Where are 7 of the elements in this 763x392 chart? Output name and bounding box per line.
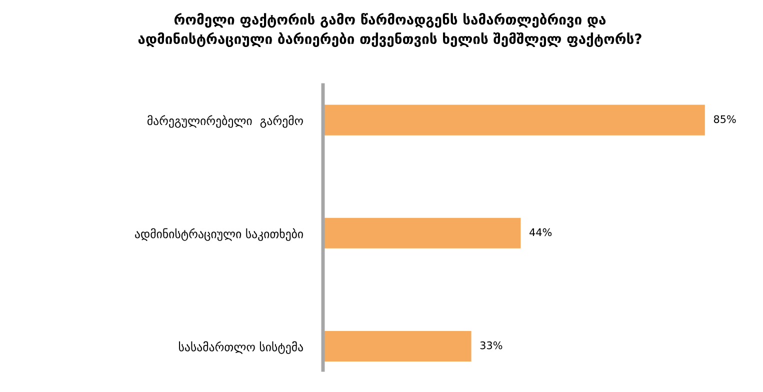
y-tick-label: მარეგულირებელი გარემო — [147, 115, 303, 128]
data-label: 33% — [480, 341, 502, 350]
y-tick-label: ადმინისტრაციული საკითხები — [135, 228, 303, 241]
data-label: 44% — [530, 228, 552, 236]
data-label: 85% — [714, 115, 736, 124]
y-tick-label: სასამართლო სისტემა — [179, 341, 303, 354]
chart-title: რომელი ფაქტორის გამო წარმოადგენს სამართლებრივი და ადმინისტრაციული ბარიერები თქვენთვის ხელის შემშლელ ფაქტორს? — [138, 12, 642, 48]
